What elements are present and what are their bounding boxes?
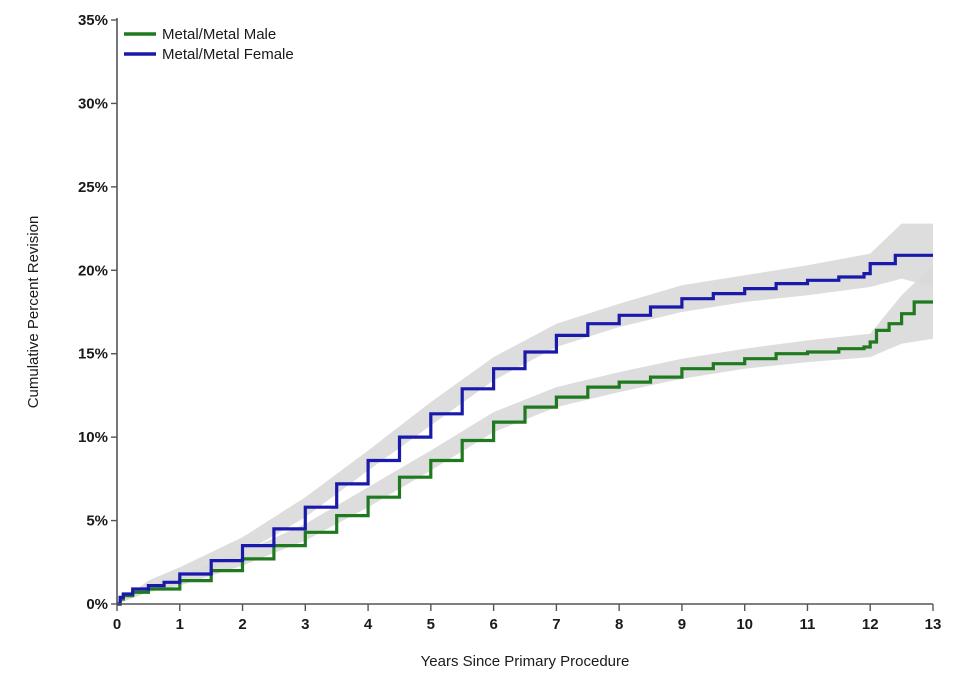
y-tick-label: 0% bbox=[86, 596, 108, 613]
y-tick-label: 30% bbox=[78, 95, 108, 112]
legend-label-female: Metal/Metal Female bbox=[162, 46, 294, 63]
series-line-male bbox=[117, 300, 933, 606]
x-tick-label: 1 bbox=[176, 616, 184, 633]
x-tick-label: 12 bbox=[862, 616, 879, 633]
x-tick-label: 5 bbox=[427, 616, 435, 633]
x-tick-label: 0 bbox=[113, 616, 121, 633]
series-line-female bbox=[117, 253, 933, 606]
confidence-band-female bbox=[117, 223, 933, 604]
x-tick-label: 9 bbox=[678, 616, 686, 633]
x-tick-label: 3 bbox=[301, 616, 309, 633]
y-tick-label: 25% bbox=[78, 179, 108, 196]
x-tick-label: 11 bbox=[800, 616, 816, 633]
legend: Metal/Metal Male Metal/Metal Female bbox=[124, 26, 294, 63]
confidence-band-male bbox=[117, 265, 933, 604]
y-tick-label: 35% bbox=[78, 12, 108, 29]
legend-label-male: Metal/Metal Male bbox=[162, 26, 276, 43]
confidence-bands bbox=[117, 223, 933, 604]
y-tick-label: 20% bbox=[78, 262, 108, 279]
x-tick-label: 10 bbox=[736, 616, 753, 633]
x-tick-label: 4 bbox=[364, 616, 373, 633]
y-tick-label: 10% bbox=[78, 429, 108, 446]
x-tick-label: 2 bbox=[238, 616, 246, 633]
y-tick-label: 15% bbox=[78, 346, 108, 363]
y-tick-label: 5% bbox=[86, 513, 108, 530]
x-tick-label: 6 bbox=[489, 616, 497, 633]
series-lines bbox=[117, 253, 933, 606]
axes: 0%5%10%15%20%25%30%35%0 1 2 3 4 5 6 7 8 9 10 11 12 13 bbox=[78, 12, 941, 633]
y-axis-title: Cumulative Percent Revision bbox=[25, 216, 42, 409]
x-tick-label: 8 bbox=[615, 616, 623, 633]
x-tick-label: 7 bbox=[552, 616, 560, 633]
x-axis-title: Years Since Primary Procedure bbox=[421, 653, 630, 670]
x-tick-label: 13 bbox=[925, 616, 942, 633]
